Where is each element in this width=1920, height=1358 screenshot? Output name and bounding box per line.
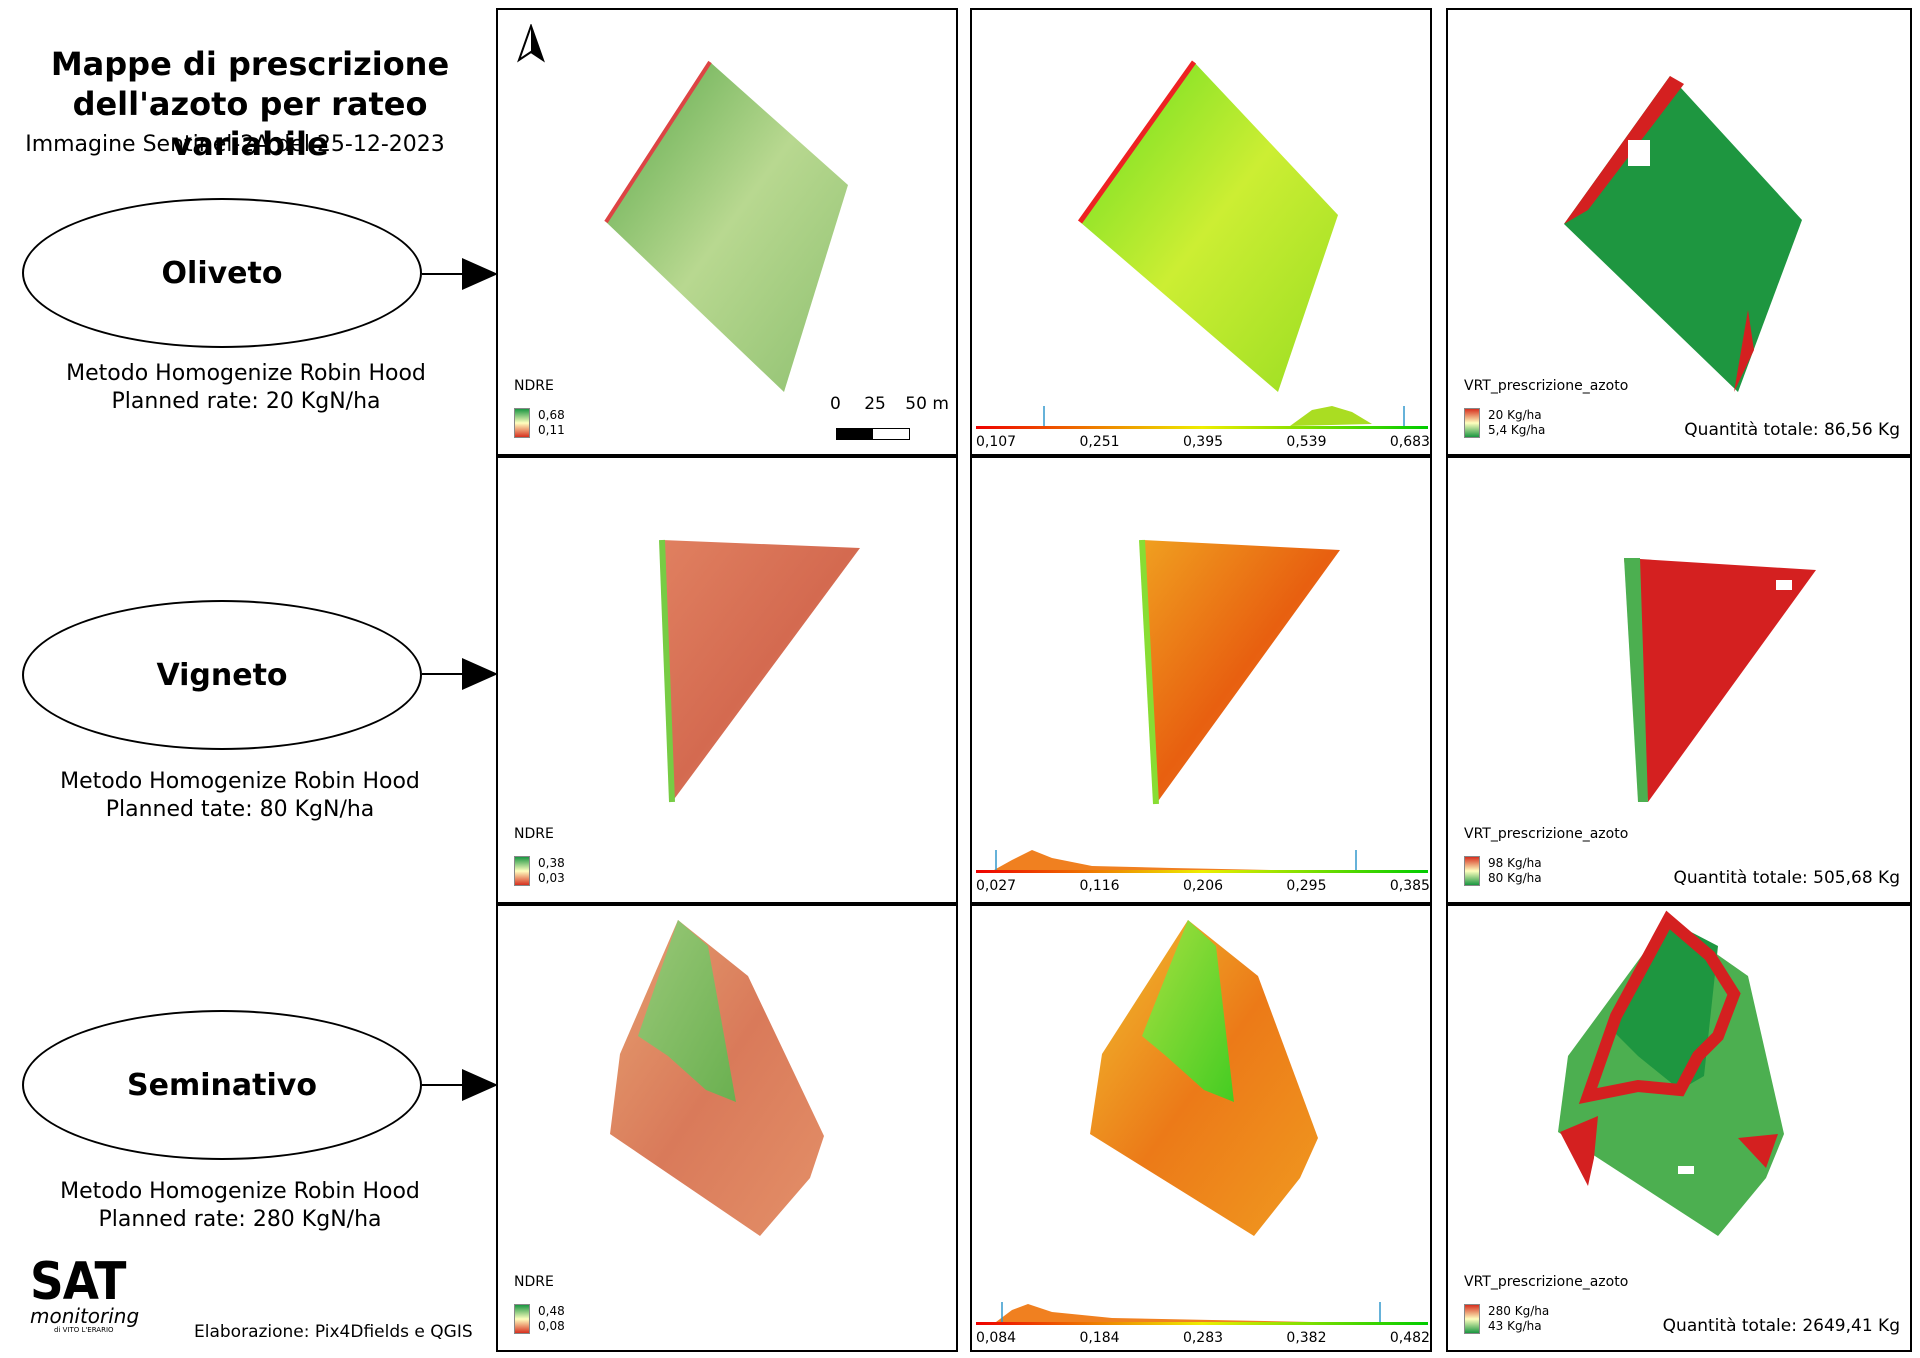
legend-title: NDRE: [514, 1274, 554, 1290]
label-vigneto: Vigneto: [22, 600, 422, 750]
total-quantity: Quantità totale: 86,56 Kg: [1684, 420, 1900, 440]
field-polygon: [976, 920, 1428, 1325]
arrow-right-icon: [422, 258, 498, 290]
histogram-map-seminativo: 0,084 0,184 0,283 0,382 0,482: [970, 904, 1432, 1352]
legend-values: 20 Kg/ha 5,4 Kg/ha: [1488, 408, 1546, 437]
ndre-map-vigneto: NDRE 0,38 0,03: [496, 456, 958, 904]
map-subtitle: Immagine Sentinel-2A del 25-12-2023: [25, 132, 445, 157]
scalebar-labels: 0 25 50 m: [830, 394, 949, 414]
color-ramp: [514, 1304, 530, 1334]
method-seminativo: Metodo Homogenize Robin Hood Planned rat…: [60, 1179, 420, 1232]
color-ramp: [514, 856, 530, 886]
legend-values: 0,48 0,08: [538, 1304, 565, 1333]
field-polygon: [659, 539, 860, 803]
field-polygon: [604, 60, 848, 392]
histogram-map-vigneto: 0,027 0,116 0,206 0,295 0,385: [970, 456, 1432, 904]
legend-title: NDRE: [514, 378, 554, 394]
field-polygon: [976, 539, 1428, 873]
arrow-right-icon: [422, 1069, 498, 1101]
legend-title: VRT_prescrizione_azoto: [1464, 378, 1629, 394]
field-polygon: [1624, 558, 1816, 802]
north-arrow-icon: [517, 24, 545, 63]
histogram-axis: 0,027 0,116 0,206 0,295 0,385: [976, 878, 1430, 894]
legend-title: VRT_prescrizione_azoto: [1464, 826, 1629, 842]
color-ramp: [1464, 856, 1480, 886]
ndre-map-oliveto: NDRE 0,68 0,11 0 25 50 m: [496, 8, 958, 456]
legend-title: VRT_prescrizione_azoto: [1464, 1274, 1629, 1290]
legend-values: 280 Kg/ha 43 Kg/ha: [1488, 1304, 1550, 1333]
legend-values: 0,68 0,11: [538, 408, 565, 437]
ndre-map-seminativo: NDRE 0,48 0,08: [496, 904, 958, 1352]
vrt-map-oliveto: VRT_prescrizione_azoto 20 Kg/ha 5,4 Kg/h…: [1446, 8, 1912, 456]
color-ramp: [1464, 408, 1480, 438]
histogram-axis: 0,084 0,184 0,283 0,382 0,482: [976, 1330, 1430, 1346]
arrow-right-icon: [422, 658, 498, 690]
field-polygon: [1558, 910, 1784, 1236]
field-polygon: [1564, 76, 1802, 392]
color-ramp: [1464, 1304, 1480, 1334]
method-oliveto: Metodo Homogenize Robin Hood Planned rat…: [66, 361, 426, 414]
histogram-map-oliveto: 0,107 0,251 0,395 0,539 0,683: [970, 8, 1432, 456]
field-polygon: [610, 920, 824, 1236]
vrt-map-vigneto: VRT_prescrizione_azoto 98 Kg/ha 80 Kg/ha…: [1446, 456, 1912, 904]
scalebar: [836, 428, 910, 440]
label-seminativo: Seminativo: [22, 1010, 422, 1160]
sat-logo: SAT monitoring di VITO L'ERARIO: [30, 1252, 140, 1334]
histogram-axis: 0,107 0,251 0,395 0,539 0,683: [976, 434, 1430, 450]
vrt-map-seminativo: VRT_prescrizione_azoto 280 Kg/ha 43 Kg/h…: [1446, 904, 1912, 1352]
legend-values: 98 Kg/ha 80 Kg/ha: [1488, 856, 1542, 885]
total-quantity: Quantità totale: 2649,41 Kg: [1662, 1316, 1900, 1336]
legend-title: NDRE: [514, 826, 554, 842]
total-quantity: Quantità totale: 505,68 Kg: [1673, 868, 1900, 888]
map-title: Mappe di prescrizione dell'azoto per rat…: [50, 45, 450, 163]
legend-values: 0,38 0,03: [538, 856, 565, 885]
color-ramp: [514, 408, 530, 438]
field-polygon: [976, 60, 1428, 429]
method-vigneto: Metodo Homogenize Robin Hood Planned tat…: [60, 769, 420, 822]
credit-text: Elaborazione: Pix4Dfields e QGIS: [194, 1322, 473, 1342]
label-oliveto: Oliveto: [22, 198, 422, 348]
